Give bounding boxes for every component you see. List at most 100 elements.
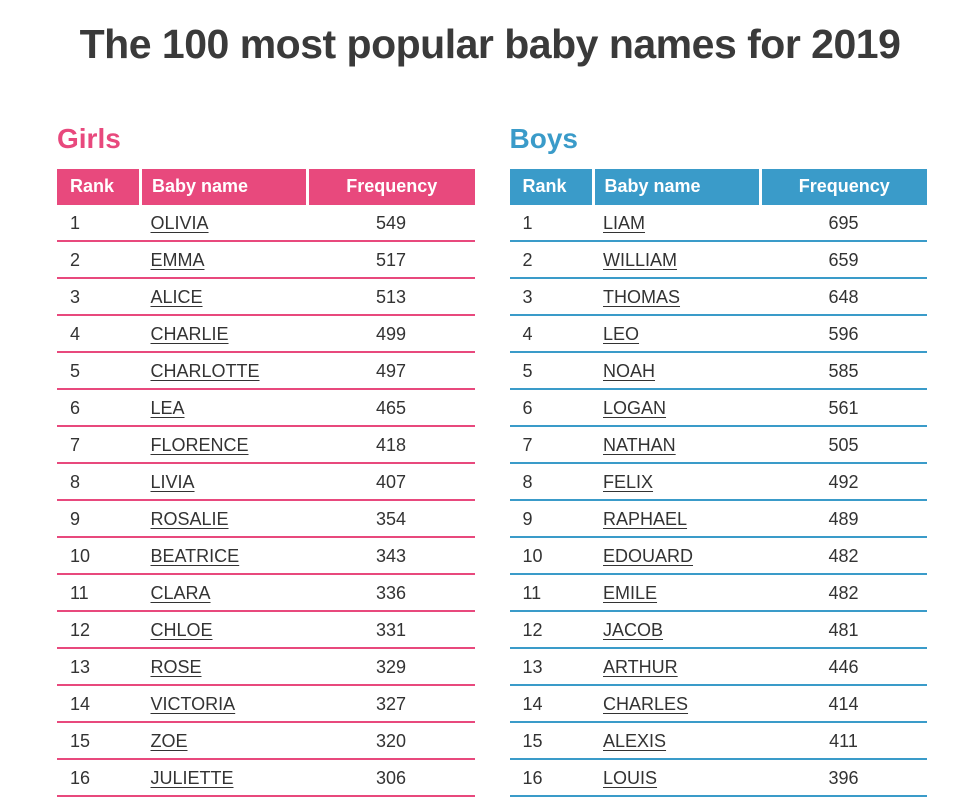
name-cell: THOMAS	[593, 277, 760, 316]
rank-cell: 6	[57, 388, 141, 427]
frequency-cell: 513	[307, 277, 475, 316]
rank-cell: 5	[509, 351, 593, 390]
name-cell: EMMA	[140, 240, 308, 279]
frequency-cell: 561	[760, 388, 927, 427]
name-cell: FLORENCE	[140, 425, 308, 464]
baby-name-link[interactable]: JULIETTE	[150, 767, 234, 788]
rank-cell: 13	[509, 647, 593, 686]
name-cell: ARTHUR	[593, 647, 760, 686]
name-cell: LOGAN	[593, 388, 760, 427]
rank-cell: 11	[509, 573, 593, 612]
table-row: 12 CHLOE 331	[57, 610, 475, 649]
frequency-cell: 505	[760, 425, 927, 464]
rank-cell: 5	[57, 351, 141, 390]
baby-name-link[interactable]: ARTHUR	[603, 656, 678, 677]
baby-name-link[interactable]: EMMA	[150, 249, 205, 270]
baby-name-link[interactable]: LIAM	[603, 212, 646, 233]
name-cell: ALICE	[140, 277, 308, 316]
frequency-cell: 585	[760, 351, 927, 390]
baby-name-link[interactable]: LOUIS	[603, 767, 658, 788]
baby-name-link[interactable]: ZOE	[150, 730, 188, 751]
baby-name-link[interactable]: CLARA	[150, 582, 211, 603]
table-row: 10 BEATRICE 343	[57, 536, 475, 575]
rank-cell: 7	[57, 425, 141, 464]
baby-name-link[interactable]: CHARLOTTE	[150, 360, 260, 381]
table-row: 4 LEO 596	[509, 314, 927, 353]
baby-name-link[interactable]: LIVIA	[150, 471, 195, 492]
rank-cell: 2	[509, 240, 593, 279]
baby-name-link[interactable]: BEATRICE	[150, 545, 240, 566]
baby-name-link[interactable]: FELIX	[603, 471, 654, 492]
frequency-cell: 659	[760, 240, 927, 279]
name-cell: OLIVIA	[140, 204, 308, 242]
baby-name-link[interactable]: RAPHAEL	[603, 508, 688, 529]
table-row: 9 ROSALIE 354	[57, 499, 475, 538]
column-header-baby-name: Baby name	[139, 168, 308, 205]
girls-header-row: Rank Baby name Frequency	[57, 168, 475, 205]
baby-name-link[interactable]: NATHAN	[603, 434, 676, 455]
table-row: 12 JACOB 481	[509, 610, 927, 649]
baby-name-link[interactable]: VICTORIA	[150, 693, 236, 714]
frequency-cell: 465	[307, 388, 475, 427]
rank-cell: 12	[57, 610, 141, 649]
frequency-cell: 336	[307, 573, 475, 612]
rank-cell: 9	[57, 499, 141, 538]
table-row: 10 EDOUARD 482	[509, 536, 927, 575]
table-row: 4 CHARLIE 499	[57, 314, 475, 353]
table-row: 15 ALEXIS 411	[509, 721, 927, 760]
rank-cell: 4	[509, 314, 593, 353]
baby-name-link[interactable]: ROSALIE	[150, 508, 229, 529]
frequency-cell: 489	[760, 499, 927, 538]
baby-name-link[interactable]: WILLIAM	[603, 249, 678, 270]
girls-table-body: 1 OLIVIA 549 2 EMMA 517 3 ALICE 513 4 CHARLIE 499 5 C…	[57, 204, 475, 797]
baby-name-link[interactable]: CHLOE	[150, 619, 213, 640]
baby-name-link[interactable]: EMILE	[603, 582, 658, 603]
name-cell: LEO	[593, 314, 760, 353]
rank-cell: 11	[57, 573, 141, 612]
name-cell: CLARA	[140, 573, 308, 612]
baby-name-link[interactable]: ALICE	[150, 286, 203, 307]
table-row: 2 EMMA 517	[57, 240, 475, 279]
column-header-rank: Rank	[57, 168, 141, 205]
table-row: 6 LOGAN 561	[509, 388, 927, 427]
rank-cell: 2	[57, 240, 141, 279]
baby-name-link[interactable]: ROSE	[150, 656, 202, 677]
rank-cell: 12	[509, 610, 593, 649]
table-row: 8 FELIX 492	[509, 462, 927, 501]
baby-name-link[interactable]: NOAH	[603, 360, 656, 381]
rank-cell: 16	[57, 758, 141, 797]
frequency-cell: 481	[760, 610, 927, 649]
rank-cell: 8	[509, 462, 593, 501]
rank-cell: 1	[57, 204, 141, 242]
table-row: 7 FLORENCE 418	[57, 425, 475, 464]
rank-cell: 9	[509, 499, 593, 538]
baby-name-link[interactable]: CHARLES	[603, 693, 689, 714]
column-header-frequency: Frequency	[306, 168, 475, 205]
baby-name-link[interactable]: OLIVIA	[150, 212, 209, 233]
table-row: 14 VICTORIA 327	[57, 684, 475, 723]
baby-name-link[interactable]: EDOUARD	[603, 545, 694, 566]
baby-name-link[interactable]: LOGAN	[603, 397, 667, 418]
baby-name-link[interactable]: FLORENCE	[150, 434, 249, 455]
baby-name-link[interactable]: CHARLIE	[150, 323, 229, 344]
baby-name-link[interactable]: LEO	[603, 323, 640, 344]
rank-cell: 15	[509, 721, 593, 760]
name-cell: ALEXIS	[593, 721, 760, 760]
table-row: 5 CHARLOTTE 497	[57, 351, 475, 390]
boys-section: Boys Rank Baby name Frequency 1 LIAM 695 2 W…	[509, 122, 927, 797]
rank-cell: 13	[57, 647, 141, 686]
table-row: 5 NOAH 585	[509, 351, 927, 390]
rank-cell: 14	[509, 684, 593, 723]
baby-name-link[interactable]: JACOB	[603, 619, 664, 640]
name-cell: CHARLES	[593, 684, 760, 723]
baby-name-link[interactable]: ALEXIS	[603, 730, 667, 751]
table-row: 15 ZOE 320	[57, 721, 475, 760]
baby-name-link[interactable]: THOMAS	[603, 286, 681, 307]
table-row: 1 OLIVIA 549	[57, 204, 475, 242]
name-cell: LOUIS	[593, 758, 760, 797]
baby-name-link[interactable]: LEA	[150, 397, 185, 418]
column-header-rank: Rank	[509, 168, 593, 205]
frequency-cell: 418	[307, 425, 475, 464]
name-cell: EDOUARD	[593, 536, 760, 575]
table-row: 13 ARTHUR 446	[509, 647, 927, 686]
